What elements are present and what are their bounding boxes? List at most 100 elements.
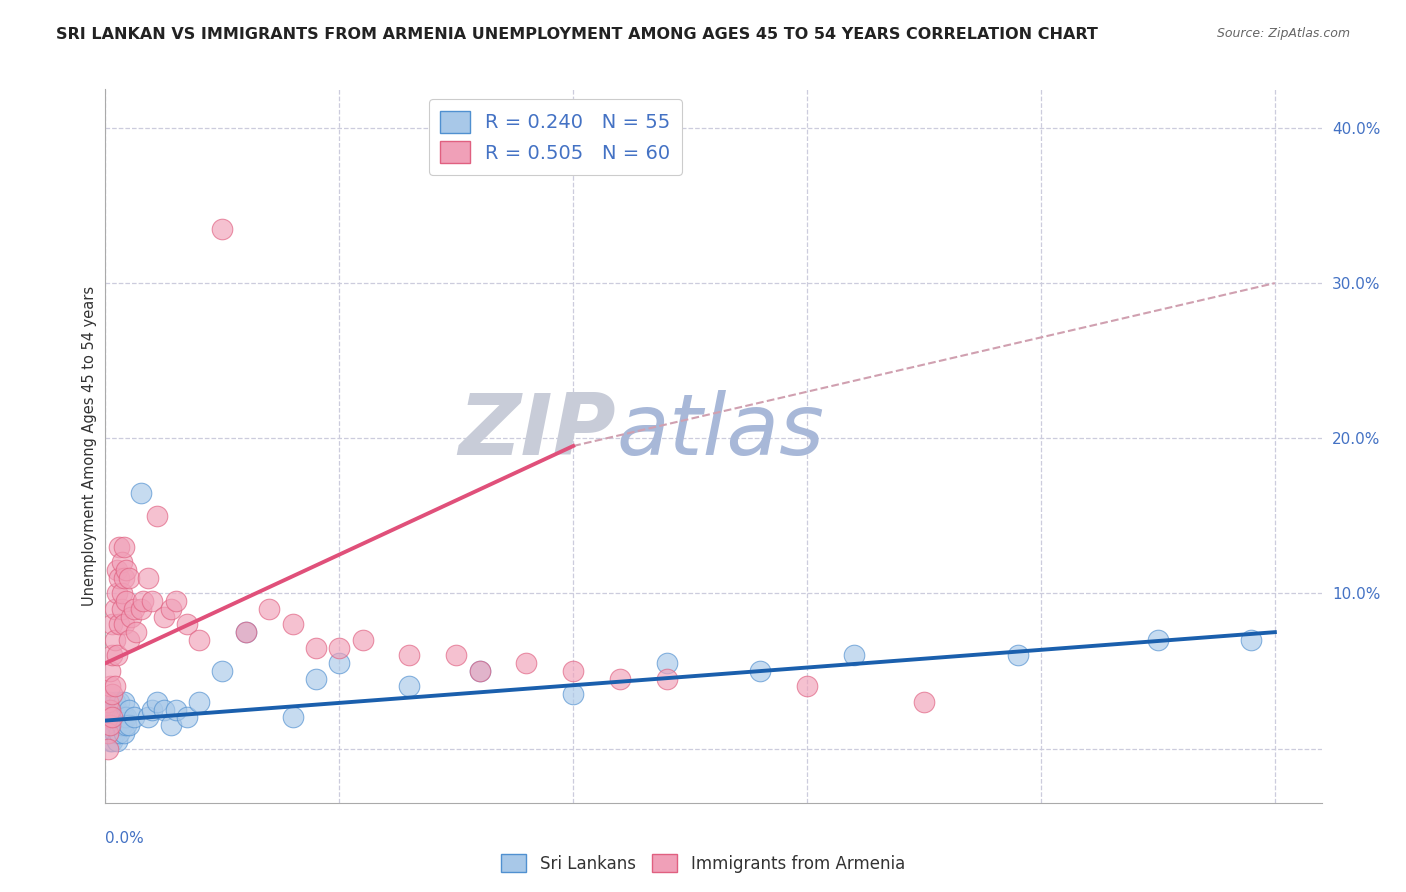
Point xyxy=(153,609,176,624)
Point xyxy=(655,656,678,670)
Point xyxy=(101,718,124,732)
Point xyxy=(98,710,121,724)
Point xyxy=(136,571,159,585)
Text: SRI LANKAN VS IMMIGRANTS FROM ARMENIA UNEMPLOYMENT AMONG AGES 45 TO 54 YEARS COR: SRI LANKAN VS IMMIGRANTS FROM ARMENIA UN… xyxy=(56,27,1098,42)
Point xyxy=(101,703,124,717)
Point xyxy=(104,703,127,717)
Point xyxy=(165,594,187,608)
Point xyxy=(398,648,420,663)
Point xyxy=(235,625,257,640)
Point xyxy=(115,594,138,608)
Point xyxy=(118,632,141,647)
Point xyxy=(101,710,124,724)
Point xyxy=(112,695,135,709)
Point xyxy=(118,703,141,717)
Point xyxy=(111,586,134,600)
Point xyxy=(257,602,280,616)
Point xyxy=(146,695,169,709)
Text: ZIP: ZIP xyxy=(458,390,616,474)
Point xyxy=(562,664,585,678)
Point xyxy=(101,733,124,747)
Point xyxy=(122,602,145,616)
Point xyxy=(97,710,120,724)
Point xyxy=(749,664,772,678)
Point xyxy=(104,680,127,694)
Point xyxy=(468,664,491,678)
Point xyxy=(281,617,304,632)
Point xyxy=(132,594,155,608)
Point xyxy=(141,703,163,717)
Point xyxy=(105,648,128,663)
Point xyxy=(328,656,350,670)
Point xyxy=(97,726,120,740)
Point xyxy=(97,741,120,756)
Point xyxy=(98,726,121,740)
Point xyxy=(104,632,127,647)
Point xyxy=(188,695,211,709)
Point xyxy=(160,602,183,616)
Point xyxy=(115,718,138,732)
Point xyxy=(111,718,134,732)
Point xyxy=(515,656,537,670)
Point xyxy=(176,710,198,724)
Point xyxy=(112,726,135,740)
Point xyxy=(912,695,935,709)
Point xyxy=(104,695,127,709)
Legend: Sri Lankans, Immigrants from Armenia: Sri Lankans, Immigrants from Armenia xyxy=(495,847,911,880)
Text: atlas: atlas xyxy=(616,390,824,474)
Point xyxy=(112,617,135,632)
Point xyxy=(176,617,198,632)
Point xyxy=(97,718,120,732)
Point xyxy=(108,710,131,724)
Point xyxy=(305,640,328,655)
Text: Source: ZipAtlas.com: Source: ZipAtlas.com xyxy=(1216,27,1350,40)
Point xyxy=(120,609,142,624)
Point xyxy=(118,718,141,732)
Point xyxy=(101,710,124,724)
Point xyxy=(111,555,134,569)
Point xyxy=(796,680,818,694)
Point xyxy=(129,485,152,500)
Point xyxy=(655,672,678,686)
Point xyxy=(136,710,159,724)
Point xyxy=(1240,632,1263,647)
Point xyxy=(111,602,134,616)
Point xyxy=(97,695,120,709)
Point xyxy=(468,664,491,678)
Point xyxy=(305,672,328,686)
Point xyxy=(104,726,127,740)
Point xyxy=(105,733,128,747)
Point xyxy=(105,718,128,732)
Point xyxy=(211,664,233,678)
Point xyxy=(1007,648,1029,663)
Point xyxy=(165,703,187,717)
Point xyxy=(1147,632,1170,647)
Point xyxy=(160,718,183,732)
Point xyxy=(111,710,134,724)
Point xyxy=(842,648,865,663)
Point xyxy=(398,680,420,694)
Point xyxy=(115,710,138,724)
Point xyxy=(108,726,131,740)
Point xyxy=(104,710,127,724)
Point xyxy=(281,710,304,724)
Point xyxy=(108,540,131,554)
Point xyxy=(118,571,141,585)
Legend: R = 0.240   N = 55, R = 0.505   N = 60: R = 0.240 N = 55, R = 0.505 N = 60 xyxy=(429,99,682,175)
Point xyxy=(108,571,131,585)
Point xyxy=(101,617,124,632)
Text: 0.0%: 0.0% xyxy=(105,831,145,847)
Point xyxy=(235,625,257,640)
Point xyxy=(211,222,233,236)
Point xyxy=(129,602,152,616)
Point xyxy=(98,733,121,747)
Point xyxy=(188,632,211,647)
Point xyxy=(446,648,468,663)
Point xyxy=(328,640,350,655)
Point xyxy=(97,703,120,717)
Point xyxy=(98,695,121,709)
Point xyxy=(97,710,120,724)
Point xyxy=(112,571,135,585)
Point xyxy=(352,632,374,647)
Point xyxy=(122,710,145,724)
